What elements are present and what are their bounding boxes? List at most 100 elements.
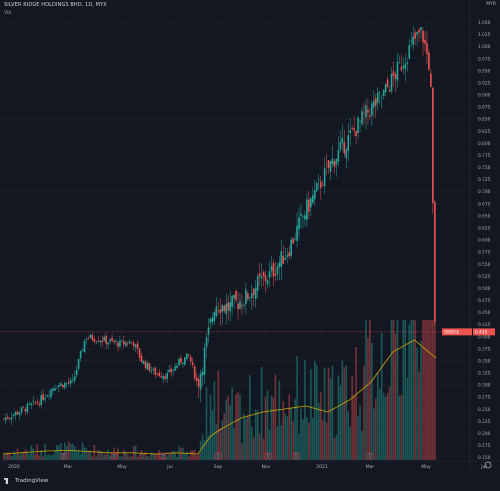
candle-body <box>254 287 257 299</box>
candle-body <box>292 238 294 244</box>
y-tick-label: 1.025 <box>478 32 491 38</box>
candle-body <box>262 272 265 276</box>
x-tick-label: Jul <box>480 464 486 470</box>
candle-body <box>239 301 241 309</box>
candle-body <box>85 338 88 340</box>
candle-body <box>215 306 218 317</box>
y-tick-label: 0.475 <box>478 298 491 304</box>
volume-bar <box>109 455 111 460</box>
candle-body <box>245 289 247 304</box>
candle-body <box>109 339 111 342</box>
candle-body <box>323 168 326 187</box>
candle-body <box>174 366 176 371</box>
volume-bar <box>262 438 265 460</box>
candle-body <box>58 384 60 387</box>
volume-bar <box>121 456 123 460</box>
volume-bar <box>252 436 255 460</box>
candle-body <box>382 89 385 97</box>
dividend-marker <box>110 452 118 460</box>
candle-body <box>111 337 113 341</box>
volume-bar <box>65 446 68 460</box>
volume-bar <box>44 444 46 460</box>
volume-bar <box>128 457 131 460</box>
volume-bar <box>174 452 176 460</box>
candle-body <box>142 360 145 364</box>
volume-bar <box>101 452 104 460</box>
candle-body <box>152 368 155 370</box>
candle-body <box>347 135 350 151</box>
candle-body <box>384 84 387 93</box>
candle-body <box>38 403 41 405</box>
candle-body <box>420 27 422 31</box>
candle-body <box>365 105 367 118</box>
volume-bar <box>30 445 33 460</box>
volume-bar <box>26 451 29 460</box>
volume-bar <box>404 320 407 460</box>
candle-body <box>103 336 105 341</box>
candle-body <box>158 372 161 376</box>
candle-body <box>373 100 375 108</box>
candle-body <box>310 198 312 208</box>
candle-body <box>276 266 279 275</box>
volume-bar <box>329 378 332 460</box>
candle-body <box>119 340 121 347</box>
volume-bar <box>24 449 27 460</box>
volume-bar <box>188 456 190 460</box>
candle-body <box>211 317 214 323</box>
volume-bar <box>373 408 375 460</box>
candle-body <box>394 74 397 80</box>
candle-body <box>306 199 308 220</box>
candle-body <box>4 417 7 421</box>
candle-body <box>329 161 332 172</box>
volume-bar <box>422 320 424 460</box>
volume-bar <box>292 421 294 460</box>
volume-bar <box>247 414 249 460</box>
y-tick-label: 1.000 <box>478 44 491 50</box>
y-tick-label: 0.200 <box>478 431 491 437</box>
candle-body <box>249 297 251 299</box>
candle-body <box>126 343 129 345</box>
candle-body <box>134 344 137 348</box>
volume-bar <box>195 455 198 460</box>
volume-bar <box>367 337 369 460</box>
volume-bar <box>386 393 389 460</box>
volume-bar <box>315 364 318 460</box>
candle-body <box>201 371 204 376</box>
volume-bar <box>172 450 174 460</box>
volume-bar <box>144 451 147 460</box>
volume-bar <box>243 413 245 460</box>
volume-bar <box>34 453 37 460</box>
candle-body <box>233 294 235 299</box>
candle-body <box>369 115 371 117</box>
candle-body <box>304 215 306 220</box>
volume-bar <box>95 456 98 460</box>
candle-body <box>353 128 355 131</box>
volume-bar <box>361 430 363 460</box>
tradingview-logo[interactable]: TradingView <box>4 478 48 484</box>
candle-body <box>388 89 391 92</box>
candle-body <box>331 158 334 165</box>
candle-body <box>186 353 188 360</box>
candle-body <box>359 120 361 122</box>
volume-bar <box>154 453 157 460</box>
candle-body <box>32 400 35 402</box>
settings-gear-icon[interactable] <box>484 461 492 469</box>
candle-body <box>71 379 74 381</box>
candle-body <box>30 403 33 406</box>
dividend-marker <box>264 452 272 460</box>
volume-bar <box>205 387 208 460</box>
dividend-marker-label: D <box>368 454 371 459</box>
candle-body <box>138 348 141 358</box>
candle-body <box>341 137 344 143</box>
volume-bar <box>227 395 229 460</box>
volume-bar <box>235 393 237 460</box>
volume-bar <box>71 443 74 460</box>
volume-bar <box>54 450 56 460</box>
volume-bar <box>97 450 100 460</box>
candle-body <box>260 276 263 279</box>
candle-body <box>357 117 359 134</box>
volume-bar <box>264 396 267 460</box>
candle-body <box>286 255 289 257</box>
